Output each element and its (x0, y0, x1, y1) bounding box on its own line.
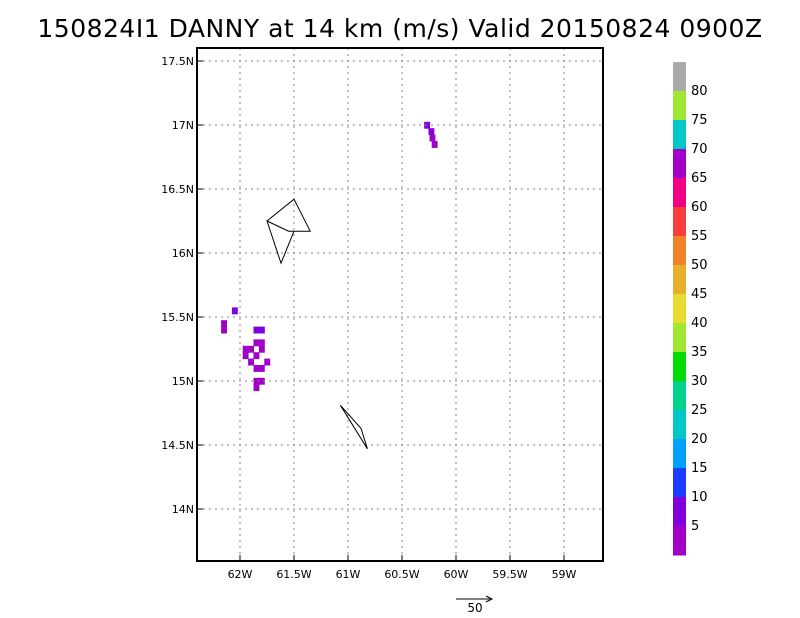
colorbar-label: 55 (691, 229, 708, 244)
colorbar-segment (673, 62, 686, 92)
data-cell (253, 339, 260, 347)
colorbar-label: 80 (691, 84, 708, 99)
colorbar-label: 35 (691, 345, 708, 360)
data-cell (429, 134, 436, 142)
x-axis-ticks: 62W 61.5W 61W 60.5W 60W 59.5W 59W (228, 555, 577, 581)
colorbar-label: 5 (691, 519, 699, 534)
data-cell (253, 384, 260, 392)
colorbar-label: 75 (691, 113, 708, 128)
colorbar: 5 10 15 20 25 30 35 40 45 50 55 60 65 70 75 80 (673, 62, 708, 556)
colorbar-label: 30 (691, 374, 708, 389)
colorbar-label: 10 (691, 490, 708, 505)
data-cell (253, 365, 260, 372)
y-tick-label: 15.5N (161, 311, 194, 324)
data-cell (248, 358, 254, 366)
colorbar-segment (673, 381, 686, 411)
colorbar-label: 50 (691, 258, 708, 273)
colorbar-segment (673, 265, 686, 295)
data-cell (242, 352, 249, 360)
data-cell (258, 326, 265, 334)
data-cell (242, 345, 249, 353)
colorbar-segment (673, 294, 686, 324)
y-tick-label: 17.5N (161, 55, 194, 68)
colorbar-label: 20 (691, 432, 708, 447)
colorbar-segment (673, 410, 686, 440)
y-tick-label: 14N (172, 503, 194, 516)
x-tick-label: 61.5W (276, 568, 311, 581)
data-cell (424, 121, 431, 129)
colorbar-segment (673, 323, 686, 353)
colorbar-label: 25 (691, 403, 708, 418)
colorbar-segment (673, 526, 686, 556)
x-tick-label: 59.5W (492, 568, 527, 581)
y-tick-label: 17N (172, 119, 194, 132)
colorbar-segment (673, 91, 686, 121)
colorbar-segment (673, 120, 686, 150)
data-cell (253, 377, 260, 385)
colorbar-label: 40 (691, 316, 708, 331)
data-cell (264, 358, 271, 366)
y-tick-label: 16.5N (161, 183, 194, 196)
vector-scale-label: 50 (467, 601, 482, 615)
data-cell (258, 345, 265, 353)
y-tick-label: 15N (172, 375, 194, 388)
colorbar-label: 65 (691, 171, 708, 186)
colorbar-segment (673, 178, 686, 208)
colorbar-label: 15 (691, 461, 708, 476)
x-tick-label: 60.5W (384, 568, 419, 581)
track-lines (266, 198, 368, 450)
data-cell (258, 365, 265, 372)
colorbar-segment (673, 352, 686, 382)
colorbar-segment (673, 497, 686, 527)
y-tick-label: 14.5N (161, 439, 194, 452)
colorbar-segment (673, 468, 686, 498)
vector-scale-arrowhead (485, 595, 494, 603)
grid-lines (197, 48, 603, 561)
colorbar-label: 70 (691, 142, 708, 157)
chart-title: 150824I1 DANNY at 14 km (m/s) Valid 2015… (37, 14, 763, 43)
y-axis-ticks: 14N 14.5N 15N 15.5N 16N 16.5N 17N 17.5N (161, 55, 203, 516)
x-tick-label: 61W (336, 568, 361, 581)
y-tick-label: 16N (172, 247, 194, 260)
data-cell (253, 352, 260, 360)
data-cell (253, 326, 260, 334)
data-cell (431, 141, 438, 148)
colorbar-segment (673, 236, 686, 266)
data-cell (231, 307, 238, 315)
x-tick-label: 59W (552, 568, 577, 581)
x-tick-label: 62W (228, 568, 253, 581)
data-cell (258, 339, 265, 347)
colorbar-label: 60 (691, 200, 708, 215)
x-tick-label: 60W (444, 568, 469, 581)
data-cell (428, 128, 435, 136)
data-cell (221, 320, 227, 328)
data-cell (248, 345, 254, 353)
colorbar-segment (673, 149, 686, 179)
track-line (339, 404, 368, 450)
data-cell (258, 377, 265, 385)
colorbar-segment (673, 439, 686, 469)
data-cell (221, 326, 227, 334)
plot-frame (196, 47, 604, 562)
colorbar-label: 45 (691, 287, 708, 302)
vector-scale: 50 (456, 595, 494, 615)
data-cells (221, 121, 438, 392)
track-line (266, 198, 312, 265)
colorbar-segment (673, 207, 686, 237)
